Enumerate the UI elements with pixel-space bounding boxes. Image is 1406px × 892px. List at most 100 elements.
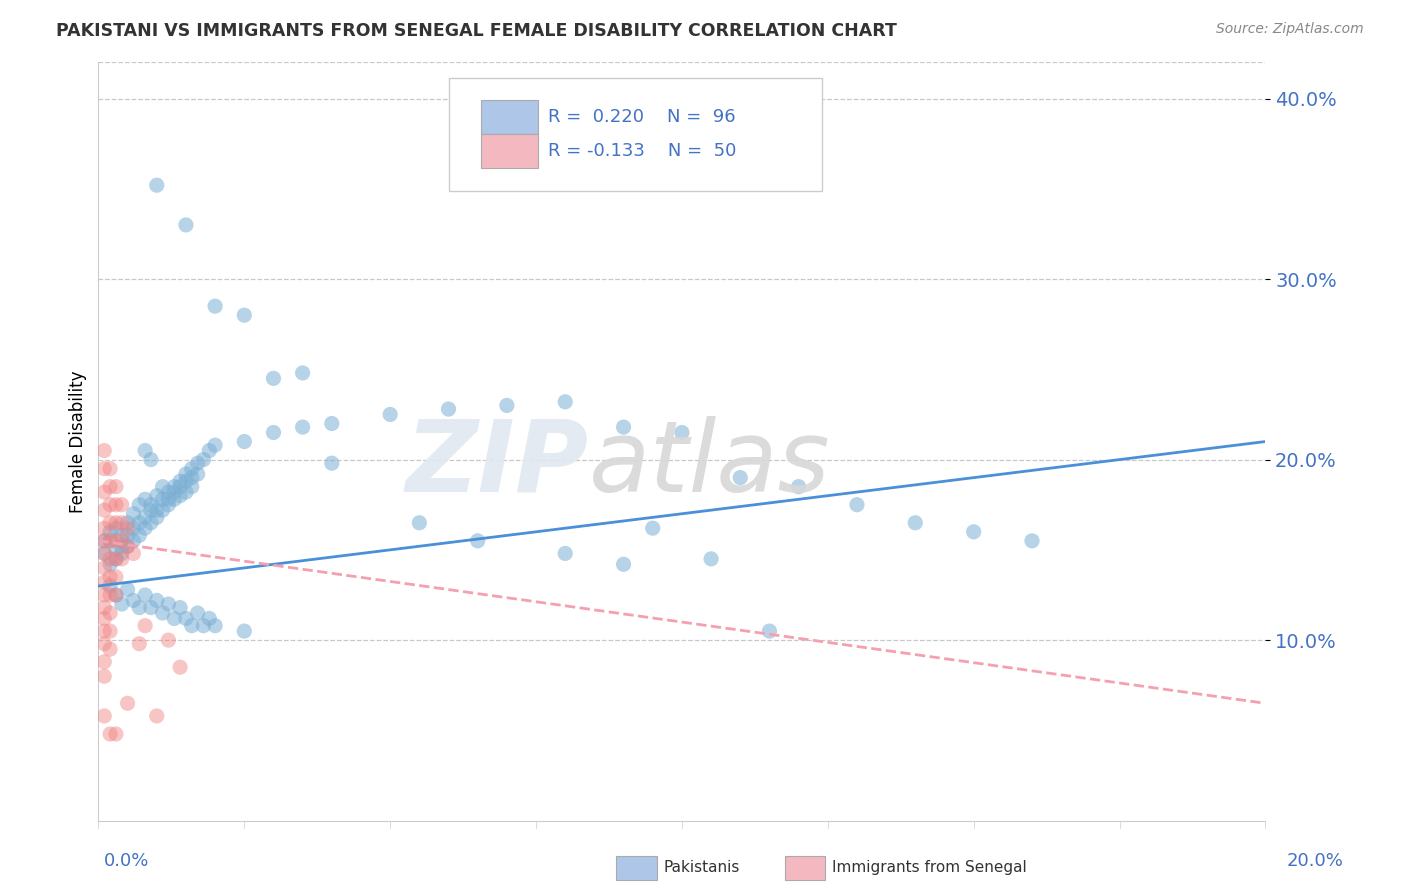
Point — [98, 642, 121, 657]
Point — [612, 558, 634, 572]
Point — [134, 492, 156, 507]
Point — [169, 480, 191, 494]
Point — [904, 516, 927, 530]
Point — [262, 425, 284, 440]
Point — [111, 528, 134, 542]
Point — [104, 533, 127, 548]
Point — [117, 516, 139, 530]
Point — [122, 546, 145, 560]
Point — [291, 366, 314, 380]
Point — [134, 618, 156, 632]
Point — [128, 528, 150, 542]
Point — [233, 434, 256, 449]
Point — [98, 533, 121, 548]
Point — [180, 618, 202, 632]
Text: 20.0%: 20.0% — [1286, 852, 1343, 870]
Point — [174, 467, 197, 481]
FancyBboxPatch shape — [481, 101, 538, 134]
Text: PAKISTANI VS IMMIGRANTS FROM SENEGAL FEMALE DISABILITY CORRELATION CHART: PAKISTANI VS IMMIGRANTS FROM SENEGAL FEM… — [56, 22, 897, 40]
Point — [128, 516, 150, 530]
Point — [122, 521, 145, 535]
Point — [111, 597, 134, 611]
Point — [163, 611, 186, 625]
Point — [104, 542, 127, 557]
Point — [193, 452, 215, 467]
Point — [157, 597, 180, 611]
Point — [117, 539, 139, 553]
Point — [104, 588, 127, 602]
Point — [111, 533, 134, 548]
Point — [117, 696, 139, 710]
Text: Immigrants from Senegal: Immigrants from Senegal — [832, 861, 1028, 875]
Point — [93, 461, 115, 475]
Point — [93, 503, 115, 517]
Point — [134, 588, 156, 602]
Point — [787, 480, 810, 494]
Point — [146, 489, 169, 503]
Point — [98, 579, 121, 593]
Point — [204, 299, 226, 313]
Point — [139, 452, 162, 467]
Point — [98, 624, 121, 639]
Point — [93, 533, 115, 548]
Point — [128, 600, 150, 615]
Point — [291, 420, 314, 434]
Text: R = -0.133    N =  50: R = -0.133 N = 50 — [548, 142, 737, 161]
Point — [169, 475, 191, 489]
Point — [98, 558, 121, 572]
Point — [111, 539, 134, 553]
Text: Pakistanis: Pakistanis — [664, 861, 740, 875]
Point — [180, 461, 202, 475]
Point — [163, 485, 186, 500]
Point — [204, 618, 226, 632]
Point — [104, 570, 127, 584]
Point — [98, 570, 121, 584]
Point — [408, 516, 430, 530]
Point — [93, 561, 115, 575]
Point — [98, 498, 121, 512]
Point — [117, 528, 139, 542]
Point — [104, 727, 127, 741]
Point — [93, 669, 115, 683]
Point — [174, 485, 197, 500]
Point — [146, 709, 169, 723]
Point — [122, 507, 145, 521]
Point — [198, 443, 221, 458]
Point — [671, 425, 693, 440]
Point — [152, 606, 174, 620]
Point — [122, 533, 145, 548]
Point — [152, 492, 174, 507]
Point — [93, 709, 115, 723]
Point — [117, 521, 139, 535]
Point — [93, 546, 115, 560]
Point — [98, 461, 121, 475]
Point — [134, 443, 156, 458]
Point — [104, 521, 127, 535]
Point — [104, 516, 127, 530]
Point — [146, 503, 169, 517]
Point — [93, 588, 115, 602]
Point — [152, 480, 174, 494]
Point — [233, 308, 256, 322]
Point — [139, 600, 162, 615]
Point — [198, 611, 221, 625]
Point — [93, 637, 115, 651]
Point — [98, 552, 121, 566]
Point — [128, 498, 150, 512]
Point — [467, 533, 489, 548]
Text: Source: ZipAtlas.com: Source: ZipAtlas.com — [1216, 22, 1364, 37]
Point — [104, 480, 127, 494]
Point — [93, 533, 115, 548]
Point — [104, 498, 127, 512]
Point — [380, 408, 402, 422]
Point — [98, 606, 121, 620]
Point — [117, 539, 139, 553]
Point — [174, 611, 197, 625]
Point — [122, 593, 145, 607]
Point — [117, 582, 139, 597]
Point — [193, 618, 215, 632]
FancyBboxPatch shape — [449, 78, 823, 191]
Point — [146, 178, 169, 193]
Point — [157, 633, 180, 648]
Point — [730, 470, 752, 484]
